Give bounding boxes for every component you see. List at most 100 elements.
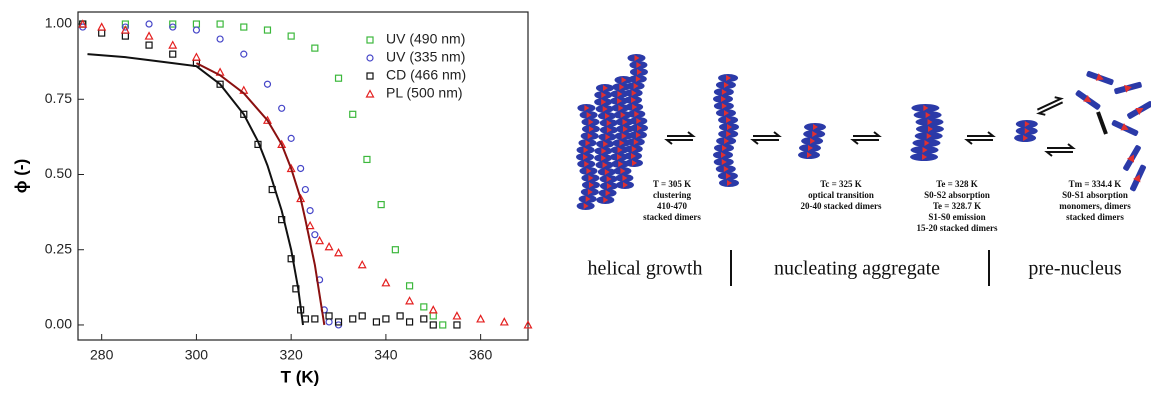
molecule-core xyxy=(621,77,627,83)
data-point xyxy=(391,246,399,254)
molecule-core xyxy=(621,133,627,139)
monomer xyxy=(1114,81,1142,95)
molecule-core xyxy=(807,152,813,158)
molecule-core xyxy=(726,124,732,130)
data-point xyxy=(240,23,248,31)
data-point xyxy=(396,312,404,320)
molecule-core xyxy=(617,91,623,97)
step-label: 410-470 xyxy=(657,201,687,211)
molecule-core xyxy=(926,133,932,139)
step-label: T = 305 K xyxy=(653,179,691,189)
step-label: stacked dimers xyxy=(643,212,701,222)
molecule-core xyxy=(601,99,607,105)
equilibrium-arrow xyxy=(964,131,996,145)
data-point xyxy=(216,35,224,43)
phase-label: nucleating aggregate xyxy=(774,258,940,280)
legend-label: PL (500 nm) xyxy=(386,85,463,101)
data-point xyxy=(420,303,428,311)
molecule-core xyxy=(923,105,929,111)
fit-line xyxy=(195,62,326,326)
equilibrium-arrow xyxy=(664,131,696,145)
molecule-core xyxy=(631,160,637,166)
data-point xyxy=(306,207,314,215)
data-point xyxy=(377,200,385,209)
molecule-core xyxy=(723,166,729,172)
monomer xyxy=(1075,90,1101,110)
arrow-back xyxy=(664,139,693,145)
molecule-core xyxy=(725,173,731,179)
molecule-core xyxy=(622,182,628,188)
data-point xyxy=(145,41,153,49)
data-point xyxy=(120,25,130,34)
data-point xyxy=(429,312,437,320)
step-label: Te = 328 K xyxy=(936,179,978,189)
data-point xyxy=(169,23,177,31)
molecule-core xyxy=(602,162,608,168)
step-label: S1-S0 emission xyxy=(928,212,985,222)
data-point xyxy=(349,110,357,118)
monomer-core xyxy=(1135,108,1144,115)
molecule-core xyxy=(632,104,638,110)
legend-marker xyxy=(366,36,374,44)
data-point xyxy=(311,231,319,239)
fit-line xyxy=(87,53,304,326)
data-point xyxy=(216,80,224,88)
data-point xyxy=(453,321,461,329)
data-point xyxy=(301,185,309,194)
data-point xyxy=(287,134,295,142)
molecule-core xyxy=(635,132,641,138)
molecule-core xyxy=(636,62,642,68)
y-tick-label: 0.75 xyxy=(45,90,72,106)
molecule-core xyxy=(587,133,593,139)
molecule-core xyxy=(924,140,930,146)
monomer-core xyxy=(1095,73,1104,81)
molecule-core xyxy=(807,145,813,151)
data-point xyxy=(145,20,153,28)
step-label: monomers, dimers xyxy=(1059,201,1131,211)
molecule-core xyxy=(812,131,818,137)
molecule-core xyxy=(721,103,727,109)
molecule-core xyxy=(583,154,589,160)
data-point xyxy=(78,19,88,28)
legend-marker xyxy=(366,54,374,62)
data-point xyxy=(263,26,272,34)
y-tick-label: 0.00 xyxy=(45,316,72,332)
molecule-core xyxy=(583,147,589,153)
molecule-core xyxy=(622,126,628,132)
molecule-core xyxy=(633,83,639,89)
data-point xyxy=(315,235,325,245)
molecule-core xyxy=(724,138,730,144)
molecule-core xyxy=(606,176,612,182)
monomer xyxy=(1130,164,1146,192)
data-point xyxy=(334,74,343,82)
data-point xyxy=(349,315,357,323)
data-point xyxy=(277,139,287,149)
data-point xyxy=(325,318,333,326)
molecule-core xyxy=(810,138,816,144)
molecule-core xyxy=(617,154,623,160)
molecule-core xyxy=(588,126,594,132)
molecule-core xyxy=(601,155,607,161)
molecule-core xyxy=(634,111,640,117)
molecule-core xyxy=(721,145,727,151)
molecule-core xyxy=(927,119,933,125)
molecule-core xyxy=(606,127,612,133)
molecule-core xyxy=(721,159,727,165)
data-point xyxy=(287,32,295,40)
molecule-core xyxy=(620,168,626,174)
data-point xyxy=(240,110,248,118)
molecule-core xyxy=(622,119,628,125)
data-point xyxy=(144,31,154,40)
molecule-core xyxy=(602,106,608,112)
legend-marker xyxy=(365,89,375,98)
arrow-forward xyxy=(853,131,882,137)
molecule-core xyxy=(601,148,607,154)
molecule-core xyxy=(586,112,592,118)
x-tick-label: 280 xyxy=(90,347,114,363)
molecule-core xyxy=(606,183,612,189)
data-point xyxy=(334,247,344,257)
data-point xyxy=(263,80,272,88)
equilibrium-arrow xyxy=(1036,96,1064,116)
molecule-core xyxy=(635,76,641,82)
